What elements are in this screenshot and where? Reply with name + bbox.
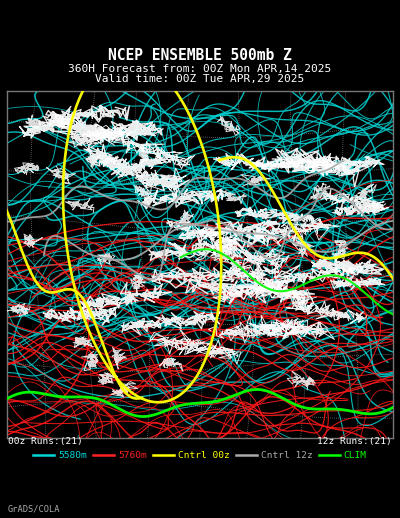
Text: Valid time: 00Z Tue APR,29 2025: Valid time: 00Z Tue APR,29 2025 — [95, 74, 305, 84]
Legend: 5580m, 5760m, Cntrl 00z, Cntrl 12z, CLIM: 5580m, 5760m, Cntrl 00z, Cntrl 12z, CLIM — [30, 448, 370, 464]
Text: GrADS/COLA: GrADS/COLA — [8, 504, 60, 513]
Text: 00z Runs:(21): 00z Runs:(21) — [8, 437, 83, 446]
Text: 360H Forecast from: 00Z Mon APR,14 2025: 360H Forecast from: 00Z Mon APR,14 2025 — [68, 64, 332, 74]
Text: 12z Runs:(21): 12z Runs:(21) — [317, 437, 392, 446]
Text: NCEP ENSEMBLE 500mb Z: NCEP ENSEMBLE 500mb Z — [108, 49, 292, 63]
